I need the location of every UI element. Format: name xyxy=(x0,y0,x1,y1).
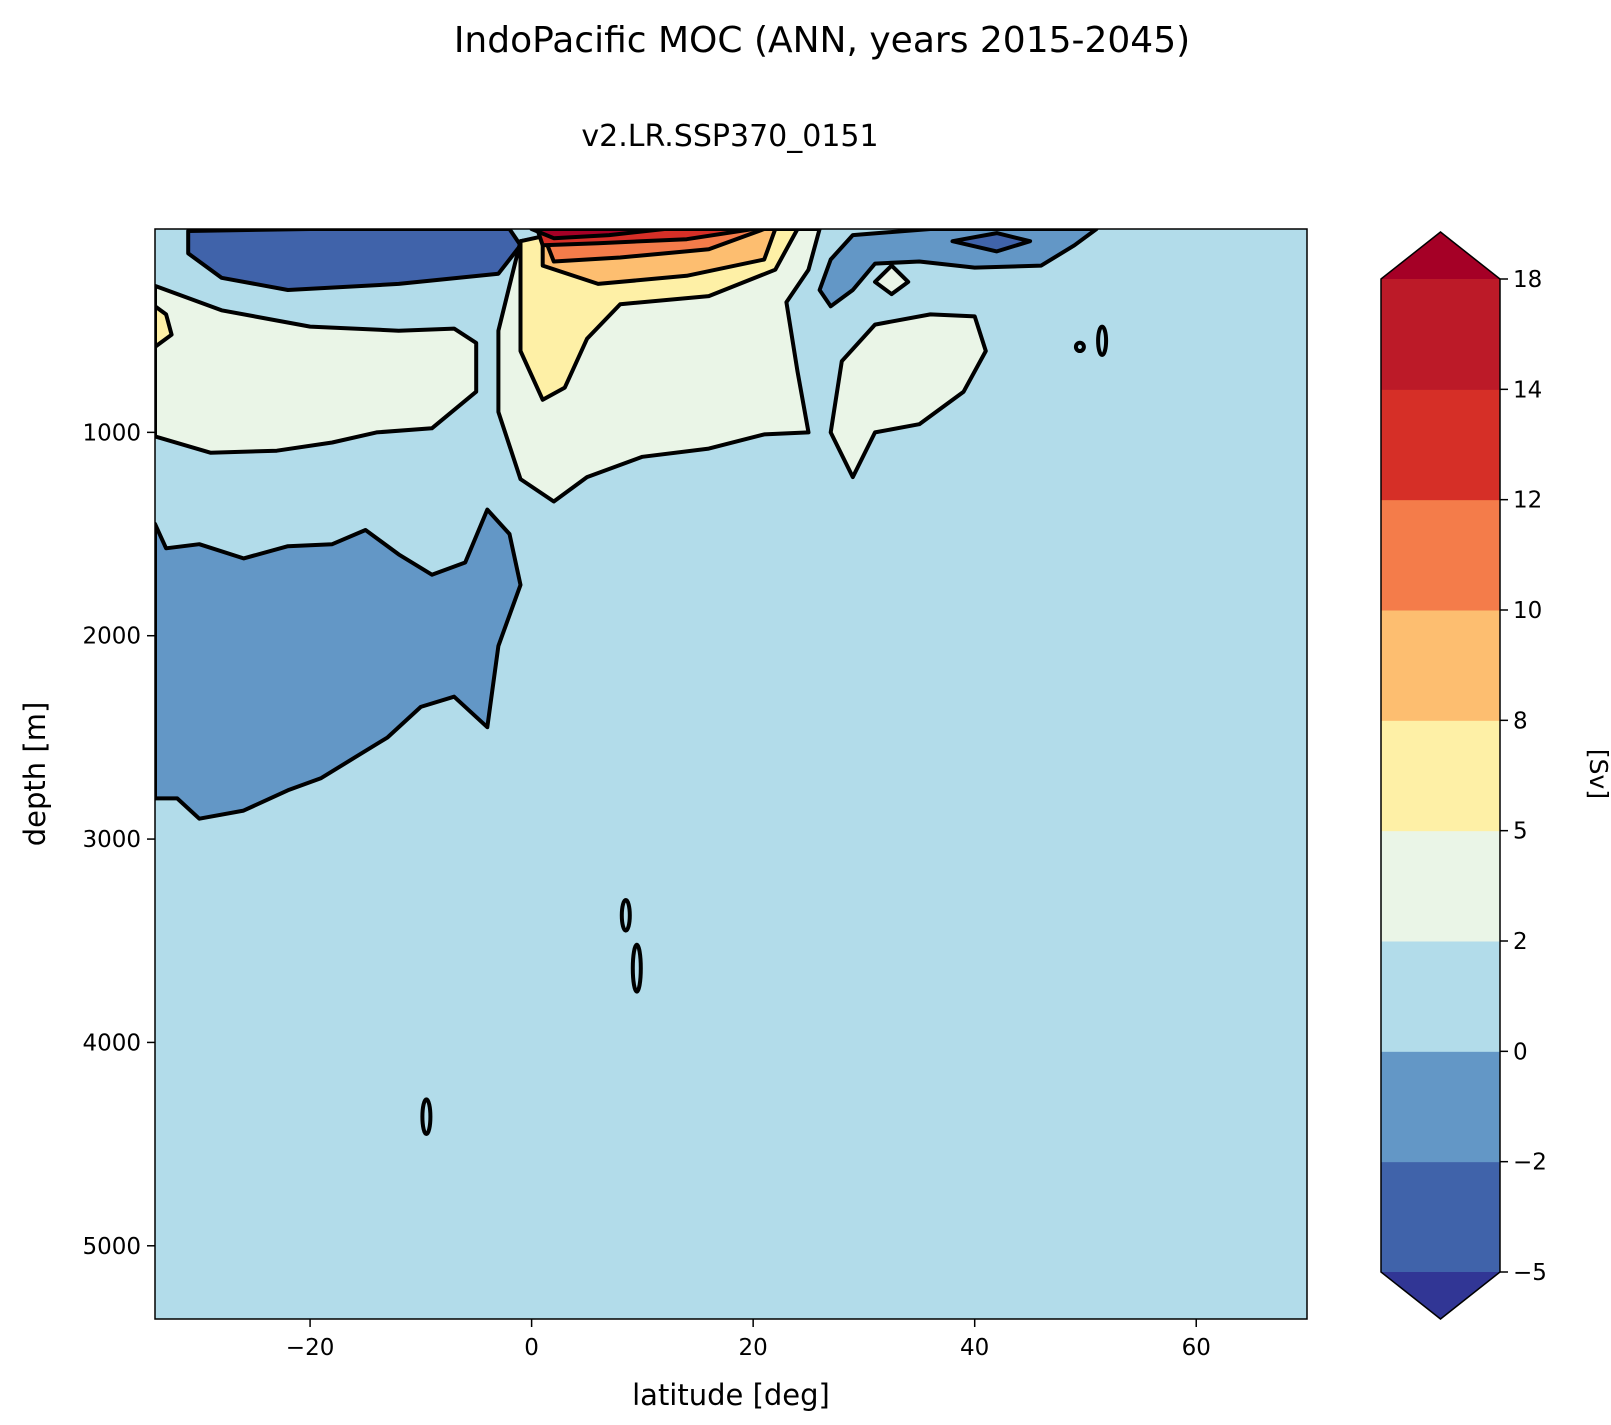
plot-area xyxy=(154,228,1308,1320)
contour-island-5 xyxy=(1073,340,1086,353)
contour-region-northern-positive-cell-2 xyxy=(828,312,988,480)
x-tick-label: 0 xyxy=(524,1335,539,1361)
x-tick-label: 20 xyxy=(739,1335,768,1361)
colorbar-tick-label: 8 xyxy=(1513,708,1528,734)
colorbar-tick-label: 5 xyxy=(1513,819,1528,845)
y-axis-label: depth [m] xyxy=(18,702,52,847)
y-tick-label: 4000 xyxy=(82,1030,141,1056)
y-tick-label: 1000 xyxy=(82,420,141,446)
colorbar-band xyxy=(1381,941,1500,1052)
colorbar-tick-label: −5 xyxy=(1513,1260,1547,1286)
colorbar-tick-label: 12 xyxy=(1513,488,1542,514)
x-tick-label: 40 xyxy=(960,1335,989,1361)
colorbar-under-extension xyxy=(1381,1272,1500,1319)
colorbar-tick-label: 14 xyxy=(1513,377,1542,403)
chart-title: IndoPacific MOC (ANN, years 2015-2045) xyxy=(454,20,1190,61)
colorbar-band xyxy=(1381,610,1500,721)
contour-island-3 xyxy=(420,1097,433,1136)
contour-region-northern-positive-peak xyxy=(529,229,667,241)
colorbar-band xyxy=(1381,720,1500,832)
contour-island-1 xyxy=(619,898,632,933)
contour-region-subpolar-negative-cell xyxy=(817,229,1099,309)
colorbar-tick-label: 10 xyxy=(1513,598,1542,624)
contour-island-2 xyxy=(630,942,643,994)
y-tick-label: 2000 xyxy=(82,624,141,650)
colorbar-tick-label: 0 xyxy=(1513,1039,1528,1065)
contour-island-4 xyxy=(1096,324,1109,357)
x-axis-label: latitude [deg] xyxy=(632,1378,830,1412)
chart-subtitle: v2.LR.SSP370_0151 xyxy=(581,119,878,154)
colorbar-band xyxy=(1381,389,1500,501)
y-axis-ticks: 1000 2000 3000 4000 5000 xyxy=(82,420,155,1260)
contour-region-subpolar-negative-core xyxy=(950,231,1033,254)
colorbar: −5 −2 0 2 5 8 10 12 14 18 xyxy=(1380,231,1547,1320)
y-tick-label: 3000 xyxy=(82,827,141,853)
colorbar-label: [Sv] xyxy=(1584,749,1611,799)
colorbar-band xyxy=(1381,1161,1500,1273)
x-axis-ticks: −20 0 20 40 60 xyxy=(286,1319,1211,1361)
colorbar-band xyxy=(1381,1051,1500,1163)
x-tick-label: 60 xyxy=(1182,1335,1211,1361)
y-tick-label: 5000 xyxy=(82,1234,141,1260)
colorbar-tick-label: 18 xyxy=(1513,267,1542,293)
plot-frame xyxy=(154,228,1308,1320)
colorbar-over-extension xyxy=(1381,232,1500,279)
colorbar-band xyxy=(1381,279,1500,390)
colorbar-tick-label: 2 xyxy=(1513,929,1528,955)
x-tick-label: −20 xyxy=(286,1335,335,1361)
contour-region-southern-positive-core xyxy=(155,304,174,349)
colorbar-band xyxy=(1381,830,1500,942)
contour-region-northern-positive-islet xyxy=(873,263,911,297)
colorbar-tick-label: −2 xyxy=(1513,1150,1547,1176)
contour-region-southern-positive-cell xyxy=(155,283,479,455)
contour-region-deep-negative-cell xyxy=(155,507,523,821)
colorbar-band xyxy=(1381,499,1500,611)
contour-region-surface-negative-ring xyxy=(186,229,523,292)
